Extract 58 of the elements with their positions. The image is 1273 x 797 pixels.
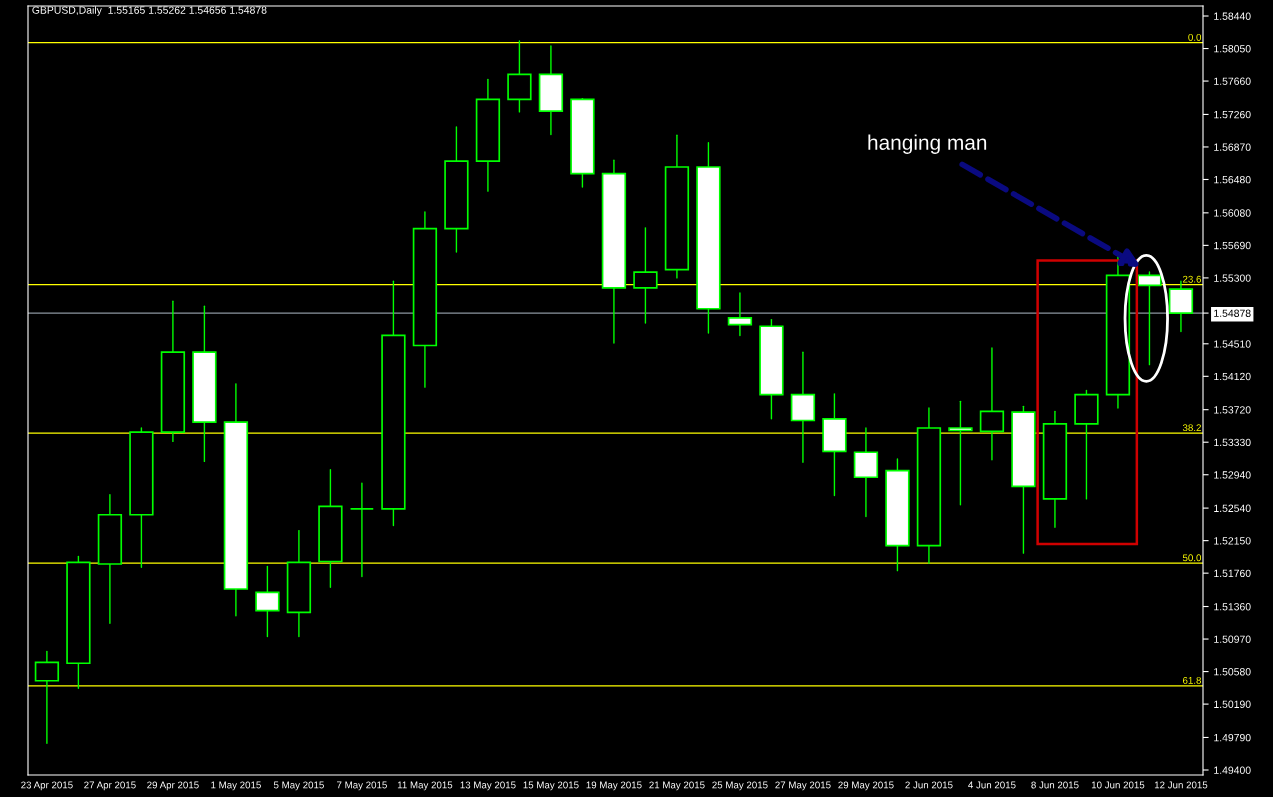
y-tick-label: 1.52150 [1214, 537, 1251, 545]
y-tick-label: 1.53330 [1214, 438, 1251, 447]
x-tick-label: 12 Jun 2015 [1154, 781, 1208, 789]
x-tick-label: 5 May 2015 [273, 781, 324, 791]
annotation: 23.6 [1182, 275, 1201, 283]
y-tick-label: 1.49400 [1214, 766, 1251, 774]
annotation: 61.8 [1183, 676, 1201, 684]
candlestick [979, 347, 1005, 461]
chart-title: GBPUSD,Daily 1.55165 1.55262 1.54656 1.54878 [32, 6, 267, 16]
y-tick-label: 1.50580 [1214, 668, 1251, 676]
annotation: 38.2 [1182, 424, 1201, 432]
x-tick-label: 21 May 2015 [649, 781, 705, 791]
x-tick-label: 4 Jun 2015 [968, 781, 1016, 789]
candlestick [1137, 271, 1162, 366]
x-tick-label: 27 Apr 2015 [84, 781, 136, 791]
candlestick [727, 292, 753, 337]
y-tick-label: 1.54510 [1214, 340, 1251, 348]
y-tick-label: 1.52940 [1214, 471, 1251, 479]
y-tick-label: 1.51760 [1214, 569, 1251, 578]
candlestick [633, 227, 658, 324]
y-tick-label: 1.56080 [1214, 209, 1251, 217]
candlestick [349, 482, 375, 578]
x-tick-label: 23 Apr 2015 [21, 781, 73, 791]
x-tick-label: 15 May 2015 [523, 781, 579, 791]
candlestick [255, 565, 280, 638]
y-tick-label: 1.58050 [1214, 45, 1251, 53]
x-tick-label: 25 May 2015 [712, 781, 768, 791]
x-tick-label: 7 May 2015 [337, 781, 387, 791]
x-tick-label: 19 May 2015 [586, 781, 642, 791]
x-tick-label: 2 Jun 2015 [905, 781, 953, 789]
x-tick-label: 27 May 2015 [775, 781, 831, 791]
y-tick-label: 1.50970 [1214, 635, 1251, 643]
annotation: 0.0 [1188, 33, 1202, 41]
y-tick-label: 1.57660 [1214, 77, 1251, 85]
x-tick-label: 29 Apr 2015 [147, 781, 199, 791]
y-tick-label: 1.53720 [1214, 406, 1251, 414]
x-tick-label: 29 May 2015 [838, 781, 894, 791]
y-tick-label: 1.55690 [1214, 241, 1251, 250]
y-tick-label: 1.56480 [1214, 175, 1251, 184]
y-tick-label: 1.51360 [1214, 603, 1251, 611]
y-tick-label: 1.55300 [1214, 274, 1251, 282]
x-tick-label: 11 May 2015 [397, 781, 453, 791]
x-tick-label: 8 Jun 2015 [1031, 781, 1079, 789]
annotation: hanging man [868, 134, 987, 154]
x-tick-label: 10 Jun 2015 [1091, 781, 1145, 789]
y-tick-label: 1.50190 [1214, 700, 1251, 708]
annotation: 50.0 [1182, 554, 1202, 562]
x-tick-label: 13 May 2015 [460, 781, 516, 791]
y-tick-label: 1.54878 [1214, 309, 1251, 317]
y-tick-label: 1.49790 [1214, 733, 1251, 742]
y-tick-label: 1.57260 [1214, 110, 1251, 119]
y-tick-label: 1.54120 [1214, 372, 1251, 381]
y-tick-label: 1.58440 [1214, 12, 1251, 20]
candlestick [948, 400, 973, 506]
y-tick-label: 1.52540 [1214, 504, 1251, 512]
x-tick-label: 1 May 2015 [211, 781, 261, 791]
y-tick-label: 1.56870 [1214, 143, 1251, 151]
candlestick [34, 650, 60, 745]
